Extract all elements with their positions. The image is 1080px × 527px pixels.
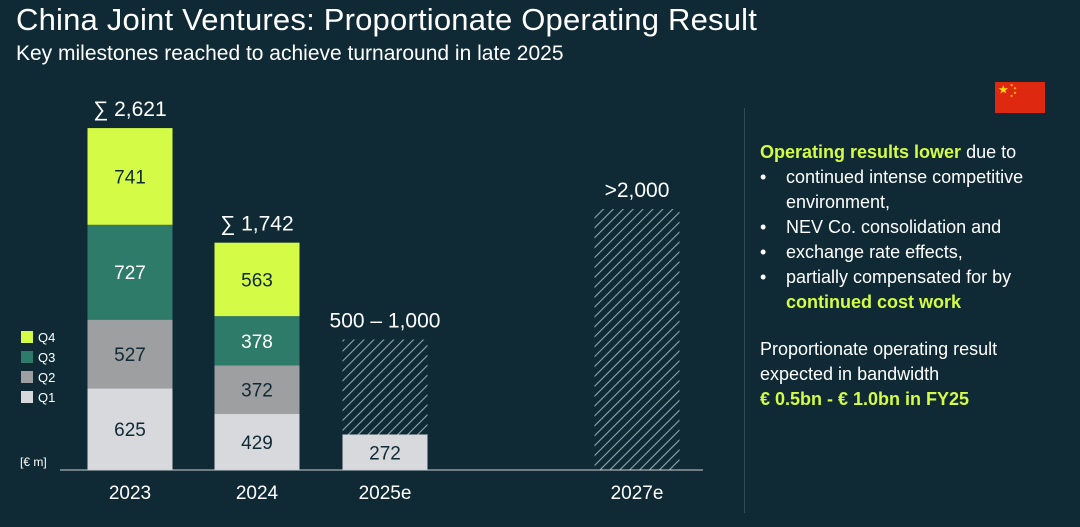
outlook-highlight: € 0.5bn - € 1.0bn in FY25 [760, 389, 970, 409]
flag-star [1010, 94, 1014, 98]
data-label: 625 [114, 420, 146, 441]
legend-label: Q3 [38, 350, 55, 365]
bar-segment-q1 [87, 388, 173, 470]
last-bullet-prefix: partially compensated for by [786, 267, 1012, 287]
reasons-list: continued intense competitive environmen… [760, 165, 1070, 315]
bar-segment-q4 [87, 128, 173, 225]
bar-segment-q1 [342, 434, 428, 470]
estimate-range-bar [594, 209, 680, 470]
data-label: 563 [241, 270, 273, 291]
outlook-paragraph: Proportionate operating result expected … [760, 337, 1070, 412]
panel-divider [744, 108, 745, 513]
flag-star [998, 85, 1009, 94]
legend-swatch-q1 [21, 391, 33, 403]
intro-highlight: Operating results lower [760, 142, 962, 162]
stacked-bar-chart: 625 527 727 741 429 372 378 563 272 ∑ 2,621 ∑ 1,74… [20, 98, 703, 504]
list-item: NEV Co. consolidation and [760, 215, 1070, 240]
flag-star [1013, 91, 1017, 95]
list-item: continued intense competitive environmen… [760, 165, 1070, 215]
data-label: 741 [114, 167, 146, 188]
data-label: 272 [369, 443, 401, 464]
flag-star [1013, 86, 1017, 90]
bar-segment-q4 [214, 242, 300, 317]
unit-label: [€ m] [20, 455, 47, 469]
outlook-text: Proportionate operating result expected … [760, 339, 998, 384]
bars-layer: 625 527 727 741 429 372 378 563 272 ∑ 2,621 ∑ 1,74… [87, 98, 680, 504]
china-flag-icon [995, 82, 1045, 113]
legend-label: Q2 [38, 370, 55, 385]
legend-label: Q4 [38, 330, 55, 345]
list-item: partially compensated for by continued c… [760, 265, 1070, 315]
data-label: 527 [114, 345, 146, 366]
data-label: 372 [241, 381, 273, 402]
estimate-range-bar [342, 339, 428, 435]
cost-work-highlight: continued cost work [786, 292, 962, 312]
bar-segment-q2 [87, 319, 173, 389]
legend-swatch-q3 [21, 351, 33, 363]
legend-label: Q1 [38, 390, 55, 405]
commentary-panel: Operating results lower due to continued… [760, 140, 1070, 412]
legend-swatch-q2 [21, 371, 33, 383]
data-label: 378 [241, 332, 273, 353]
data-label: 429 [241, 433, 273, 454]
x-tick-label: 2024 [236, 483, 279, 504]
data-label: 727 [114, 263, 146, 284]
intro-rest: due to [961, 142, 1017, 162]
x-tick-label: 2025e [359, 483, 412, 504]
chart-legend: Q4 Q3 Q2 Q1 [21, 330, 55, 405]
bar-segment-q3 [214, 316, 300, 366]
legend-swatch-q4 [21, 331, 33, 343]
flag-star [1010, 83, 1014, 87]
total-label: >2,000 [605, 179, 670, 202]
x-tick-label: 2023 [109, 483, 151, 504]
intro-line: Operating results lower due to [760, 140, 1070, 165]
page-subtitle: Key milestones reached to achieve turnar… [16, 42, 564, 65]
total-label: ∑ 1,742 [220, 213, 293, 236]
bar-segment-q3 [87, 224, 173, 320]
list-item: exchange rate effects, [760, 240, 1070, 265]
total-label: ∑ 2,621 [93, 98, 166, 121]
total-label: 500 – 1,000 [330, 310, 441, 333]
bar-segment-q1 [214, 414, 300, 470]
x-tick-label: 2027e [611, 483, 664, 504]
bar-segment-q2 [214, 365, 300, 415]
page-title: China Joint Ventures: Proportionate Oper… [16, 2, 758, 37]
